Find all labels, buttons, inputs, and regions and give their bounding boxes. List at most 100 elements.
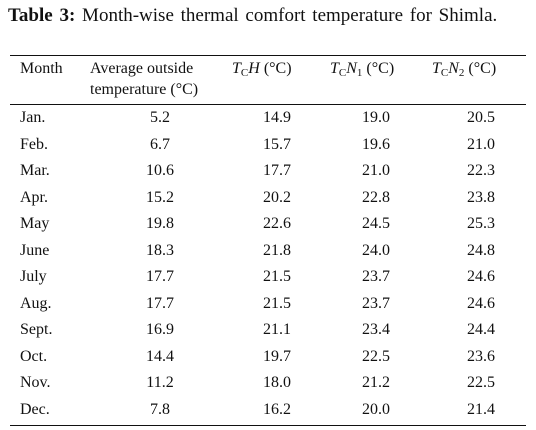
cell-tc-n2: 24.4 — [467, 321, 495, 338]
cell-tc-n1: 24.5 — [362, 215, 390, 232]
cell-average-temperature: 7.8 — [150, 400, 170, 418]
subscript-c: C — [240, 67, 249, 79]
table-caption-text: Month-wise thermal comfort temperature f… — [82, 5, 498, 26]
cell-tc-n2: 24.6 — [467, 294, 495, 312]
table-row: Mar. 10.6 17.7 21.0 22.3 — [0, 161, 536, 188]
table-row: June 18.3 21.8 24.0 24.8 — [0, 241, 536, 268]
cell-tc-h: 21.1 — [263, 321, 291, 338]
cell-month: Mar. — [20, 162, 50, 179]
cell-tc-n1: 22.8 — [362, 188, 390, 206]
subscript-1: 1 — [356, 67, 363, 79]
cell-month: Feb. — [20, 135, 48, 153]
subscript-c: C — [440, 67, 449, 79]
symbol-n: N — [346, 60, 357, 77]
table-row: May 19.8 22.6 24.5 25.3 — [0, 214, 536, 241]
cell-tc-n1: 24.0 — [362, 241, 390, 259]
unit-label: (°C) — [259, 60, 292, 77]
table-caption: Table 3: Month-wise thermal comfort temp… — [8, 4, 528, 28]
cell-month: Sept. — [20, 321, 53, 338]
cell-tc-n2: 21.4 — [467, 400, 495, 418]
column-header-tc-n1: TCN1 (°C) — [330, 58, 394, 79]
cell-month: June — [20, 241, 50, 259]
table-row: Sept. 16.9 21.1 23.4 24.4 — [0, 320, 536, 347]
cell-average-temperature: 19.8 — [146, 215, 174, 232]
column-header-month: Month — [20, 58, 63, 79]
table-row: Feb. 6.7 15.7 19.6 21.0 — [0, 135, 536, 162]
table-row: Jan. 5.2 14.9 19.0 20.5 — [0, 108, 536, 135]
cell-tc-h: 21.8 — [263, 241, 291, 259]
symbol-h: H — [248, 60, 260, 77]
subscript-c: C — [338, 67, 347, 79]
cell-tc-n2: 23.8 — [467, 188, 495, 206]
symbol-t: T — [432, 60, 441, 77]
table-header-rule — [10, 104, 526, 105]
cell-tc-n2: 24.8 — [467, 241, 495, 259]
cell-tc-n2: 22.5 — [467, 374, 495, 391]
cell-tc-n2: 25.3 — [467, 215, 495, 232]
cell-tc-h: 14.9 — [263, 109, 291, 126]
cell-tc-n2: 24.6 — [467, 268, 495, 285]
subscript-2: 2 — [458, 67, 465, 79]
cell-average-temperature: 18.3 — [146, 241, 174, 259]
cell-average-temperature: 10.6 — [146, 162, 174, 179]
cell-average-temperature: 15.2 — [146, 188, 174, 206]
cell-average-temperature: 16.9 — [146, 321, 174, 338]
cell-month: Apr. — [20, 188, 48, 206]
cell-month: Jan. — [20, 109, 46, 126]
cell-tc-h: 19.7 — [263, 347, 291, 365]
cell-tc-n1: 19.0 — [362, 109, 390, 126]
cell-average-temperature: 17.7 — [146, 294, 174, 312]
column-header-average-outside-temperature: Average outside temperature (°C) — [90, 58, 198, 100]
table-row: Dec. 7.8 16.2 20.0 21.4 — [0, 400, 536, 427]
cell-tc-n1: 22.5 — [362, 347, 390, 365]
cell-tc-h: 16.2 — [263, 400, 291, 418]
symbol-n: N — [448, 60, 459, 77]
cell-tc-n1: 23.7 — [362, 268, 390, 285]
cell-tc-h: 21.5 — [263, 268, 291, 285]
cell-tc-h: 15.7 — [263, 135, 291, 153]
table-top-rule — [10, 55, 526, 56]
cell-tc-n2: 20.5 — [467, 109, 495, 126]
cell-month: Oct. — [20, 347, 48, 365]
cell-average-temperature: 14.4 — [146, 347, 174, 365]
cell-tc-n2: 21.0 — [467, 135, 495, 153]
cell-tc-h: 17.7 — [263, 162, 291, 179]
cell-tc-n2: 23.6 — [467, 347, 495, 365]
cell-average-temperature: 6.7 — [150, 135, 170, 153]
cell-tc-n1: 19.6 — [362, 135, 390, 153]
table-row: Apr. 15.2 20.2 22.8 23.8 — [0, 188, 536, 215]
cell-tc-n1: 21.2 — [362, 374, 390, 391]
cell-tc-n2: 22.3 — [467, 162, 495, 179]
cell-average-temperature: 11.2 — [146, 374, 174, 391]
symbol-t: T — [232, 60, 241, 77]
cell-tc-n1: 23.7 — [362, 294, 390, 312]
column-header-avg-line1: Average outside — [90, 60, 194, 77]
cell-tc-h: 22.6 — [263, 215, 291, 232]
column-header-avg-line2: temperature (°C) — [90, 81, 199, 98]
cell-tc-h: 21.5 — [263, 294, 291, 312]
cell-month: Dec. — [20, 400, 50, 418]
unit-label: (°C) — [362, 60, 395, 77]
cell-average-temperature: 17.7 — [146, 268, 174, 285]
cell-tc-n1: 23.4 — [362, 321, 390, 338]
cell-tc-h: 18.0 — [263, 374, 291, 391]
table-row: Oct. 14.4 19.7 22.5 23.6 — [0, 347, 536, 374]
table-row: Aug. 17.7 21.5 23.7 24.6 — [0, 294, 536, 321]
column-header-tc-h: TCH (°C) — [232, 58, 292, 79]
column-header-tc-n2: TCN2 (°C) — [432, 58, 496, 79]
cell-month: July — [20, 268, 47, 285]
symbol-t: T — [330, 60, 339, 77]
table-caption-label: Table 3: — [8, 5, 76, 26]
unit-label: (°C) — [464, 60, 497, 77]
cell-tc-n1: 20.0 — [362, 400, 390, 418]
table-row: July 17.7 21.5 23.7 24.6 — [0, 267, 536, 294]
cell-average-temperature: 5.2 — [150, 109, 170, 126]
cell-tc-h: 20.2 — [263, 188, 291, 206]
cell-month: Nov. — [20, 374, 51, 391]
table-body: Jan. 5.2 14.9 19.0 20.5 Feb. 6.7 15.7 19.6 21.0 … — [0, 108, 536, 426]
table-row: Nov. 11.2 18.0 21.2 22.5 — [0, 373, 536, 400]
cell-tc-n1: 21.0 — [362, 162, 390, 179]
cell-month: Aug. — [20, 294, 52, 312]
table-bottom-rule — [10, 425, 526, 426]
cell-month: May — [20, 215, 50, 232]
